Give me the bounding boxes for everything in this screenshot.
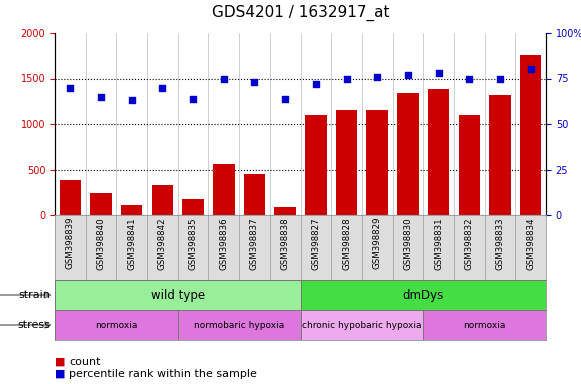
Bar — [520, 55, 541, 215]
Text: ■: ■ — [55, 369, 66, 379]
Bar — [305, 115, 327, 215]
Point — [250, 79, 259, 85]
Text: normoxia: normoxia — [464, 321, 506, 329]
Bar — [458, 115, 480, 215]
Point — [372, 74, 382, 80]
Point — [311, 81, 321, 87]
Bar — [274, 207, 296, 215]
Point — [465, 75, 474, 81]
Bar — [428, 89, 449, 215]
Bar — [243, 174, 265, 215]
Text: ■: ■ — [55, 357, 66, 367]
Point — [219, 75, 228, 81]
Text: GSM398841: GSM398841 — [127, 217, 136, 270]
Bar — [152, 185, 173, 215]
Text: GSM398830: GSM398830 — [403, 217, 413, 270]
Text: GSM398834: GSM398834 — [526, 217, 535, 270]
Bar — [367, 110, 388, 215]
Point — [496, 75, 505, 81]
Text: stress: stress — [17, 320, 50, 330]
Bar — [300, 310, 423, 340]
Point — [434, 70, 443, 76]
Bar — [213, 164, 235, 215]
Bar — [55, 310, 178, 340]
Text: GSM398840: GSM398840 — [96, 217, 106, 270]
Text: GSM398832: GSM398832 — [465, 217, 474, 270]
Text: GSM398831: GSM398831 — [434, 217, 443, 270]
Point — [403, 72, 413, 78]
Text: count: count — [69, 357, 101, 367]
Text: chronic hypobaric hypoxia: chronic hypobaric hypoxia — [302, 321, 422, 329]
Text: normobaric hypoxia: normobaric hypoxia — [194, 321, 284, 329]
Text: GSM398827: GSM398827 — [311, 217, 320, 270]
Bar — [121, 205, 142, 215]
Text: GSM398829: GSM398829 — [373, 217, 382, 270]
Point — [188, 96, 198, 102]
Bar — [90, 193, 112, 215]
Text: dmDys: dmDys — [403, 288, 444, 301]
Text: normoxia: normoxia — [95, 321, 138, 329]
Text: GSM398833: GSM398833 — [496, 217, 504, 270]
Text: GDS4201 / 1632917_at: GDS4201 / 1632917_at — [211, 5, 389, 21]
Text: GSM398839: GSM398839 — [66, 217, 75, 270]
Point — [342, 75, 351, 81]
Point — [127, 97, 137, 103]
Bar — [60, 179, 81, 215]
Text: percentile rank within the sample: percentile rank within the sample — [69, 369, 257, 379]
Point — [96, 94, 106, 100]
Bar — [55, 280, 300, 310]
Bar — [336, 110, 357, 215]
Bar — [489, 95, 511, 215]
Point — [526, 66, 535, 73]
Bar — [397, 93, 419, 215]
Point — [158, 84, 167, 91]
Bar — [423, 310, 546, 340]
Text: GSM398837: GSM398837 — [250, 217, 259, 270]
Bar — [178, 310, 300, 340]
Point — [281, 96, 290, 102]
Text: GSM398842: GSM398842 — [158, 217, 167, 270]
Bar — [300, 280, 546, 310]
Text: GSM398828: GSM398828 — [342, 217, 351, 270]
Text: GSM398835: GSM398835 — [189, 217, 198, 270]
Text: GSM398836: GSM398836 — [219, 217, 228, 270]
Text: GSM398838: GSM398838 — [281, 217, 290, 270]
Point — [66, 84, 75, 91]
Text: wild type: wild type — [150, 288, 205, 301]
Bar — [182, 199, 204, 215]
Text: strain: strain — [18, 290, 50, 300]
